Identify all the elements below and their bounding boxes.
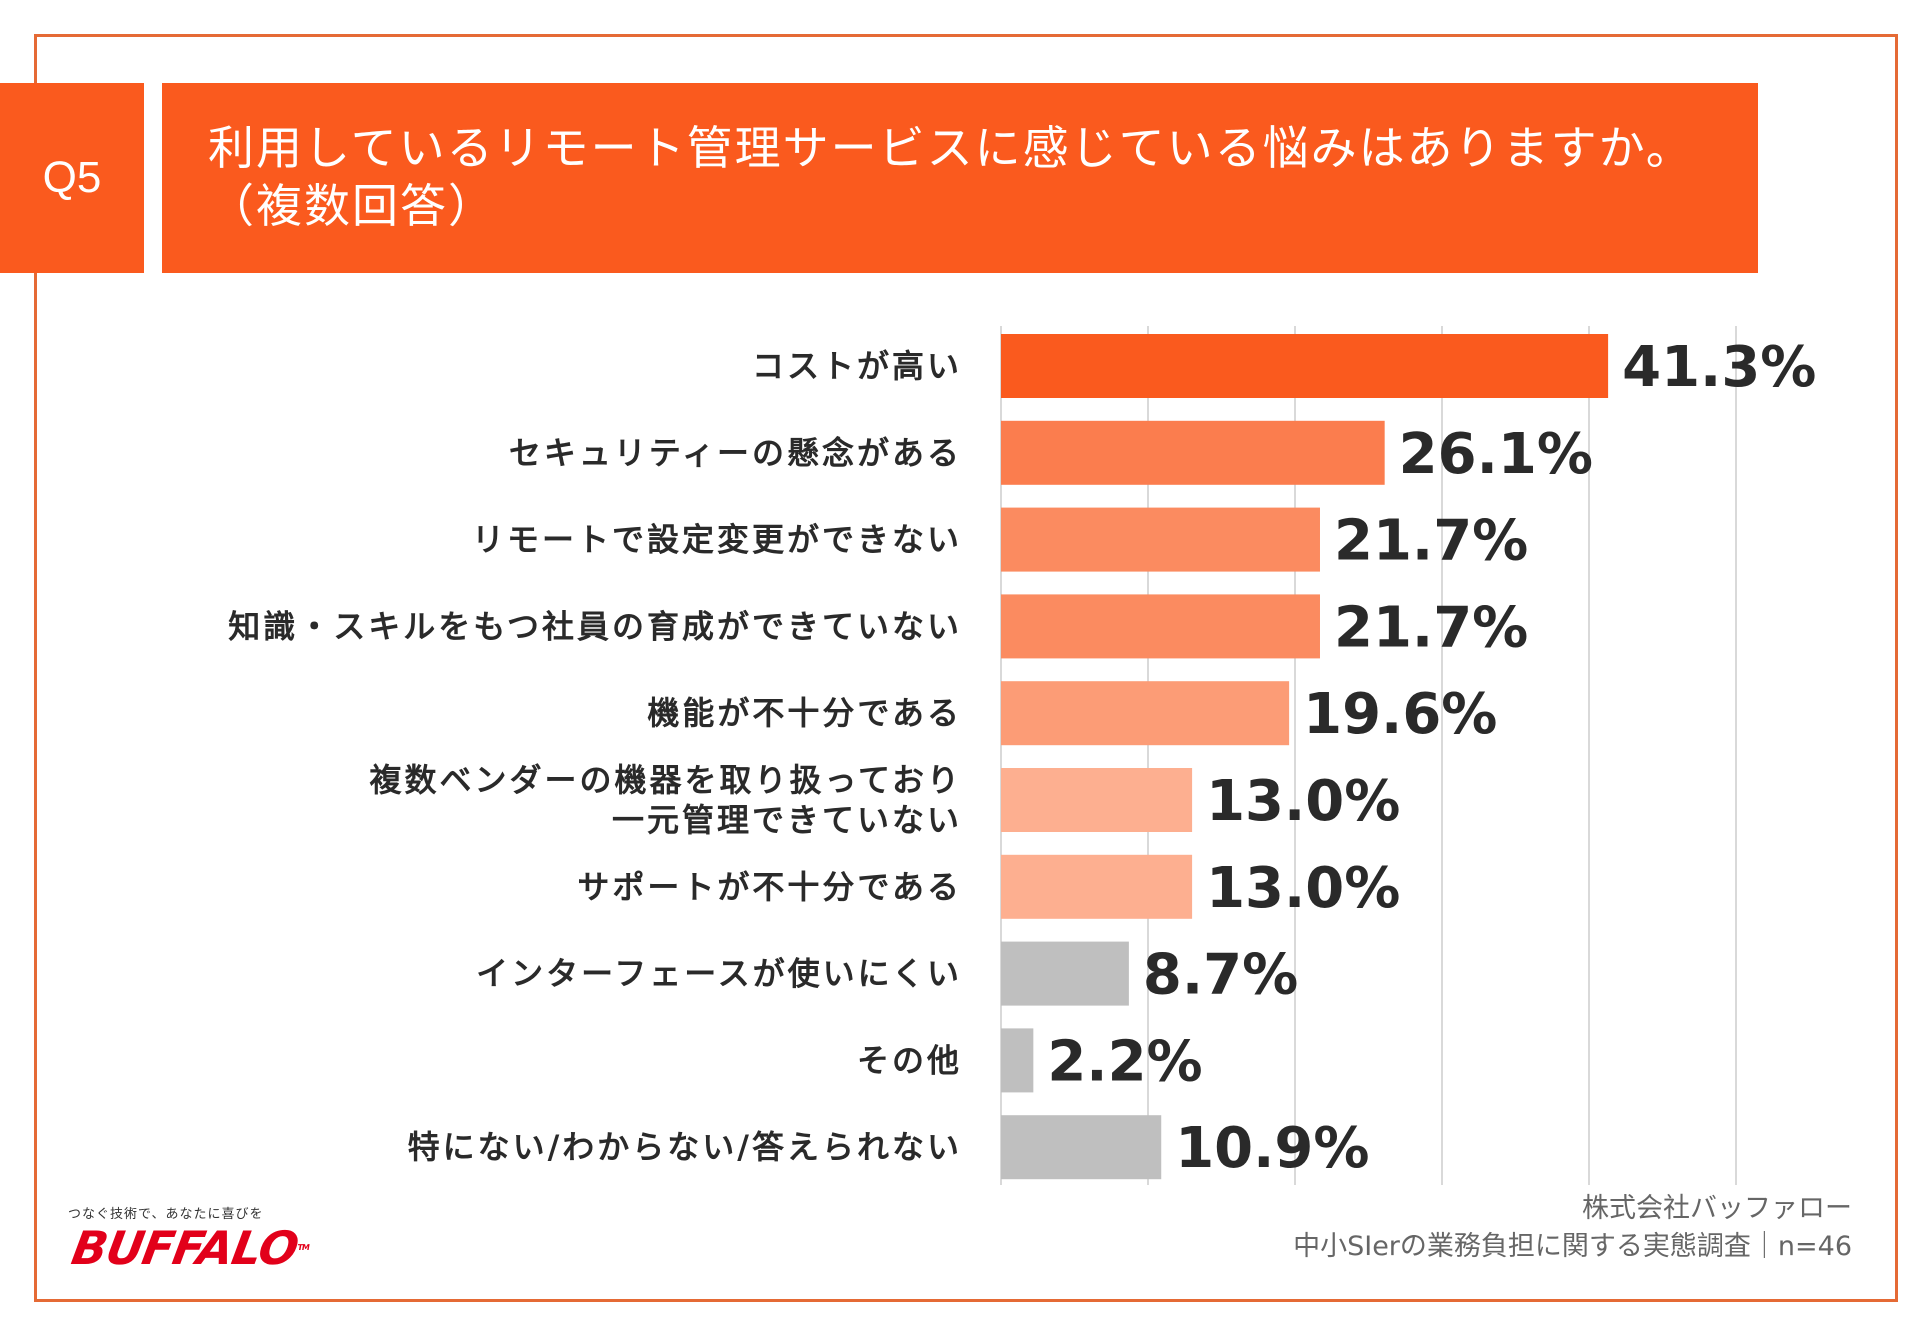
- source-survey: 中小SIerの業務負担に関する実態調査｜n=46: [1293, 1231, 1852, 1262]
- category-label-3: リモートで設定変更ができない: [472, 521, 962, 559]
- buffalo-logo: つなぐ技術で、あなたに喜びを BUFFALOTM: [68, 1203, 310, 1275]
- logo-tm: TM: [296, 1243, 310, 1252]
- bar-3: [1001, 507, 1320, 572]
- value-label-7: 13.0%: [1206, 856, 1400, 921]
- bar-8: [1001, 941, 1129, 1006]
- question-badge: Q5: [0, 83, 144, 273]
- bar-4: [1001, 594, 1320, 659]
- bar-9: [1001, 1028, 1034, 1093]
- category-label-7: サポートが不十分である: [577, 868, 962, 906]
- value-label-10: 10.9%: [1175, 1116, 1369, 1181]
- value-label-4: 21.7%: [1334, 595, 1528, 660]
- question-title-line2: （複数回答）: [208, 179, 496, 233]
- value-label-2: 26.1%: [1399, 422, 1593, 487]
- bar-7: [1001, 854, 1193, 919]
- bar-5: [1001, 681, 1290, 746]
- slide-frame: [34, 34, 1898, 1302]
- value-label-1: 41.3%: [1622, 335, 1816, 400]
- logo-tagline: つなぐ技術で、あなたに喜びを: [68, 1207, 264, 1222]
- question-title-line1: 利用しているリモート管理サービスに感じている悩みはありますか。: [208, 121, 1694, 175]
- logo-text: BUFFALO: [67, 1221, 303, 1275]
- question-title: 利用しているリモート管理サービスに感じている悩みはありますか。 （複数回答）: [162, 83, 1758, 273]
- bar-1: [1001, 334, 1609, 398]
- value-label-9: 2.2%: [1047, 1029, 1202, 1094]
- logo-wordmark: BUFFALOTM: [67, 1221, 317, 1275]
- bar-2: [1001, 420, 1385, 485]
- category-label-2: セキュリティーの懸念がある: [509, 434, 962, 472]
- category-label-8: インターフェースが使いにくい: [476, 955, 962, 993]
- source-note: 株式会社バッファロー 中小SIerの業務負担に関する実態調査｜n=46: [1293, 1190, 1852, 1266]
- category-label-6: 複数ベンダーの機器を取り扱っており一元管理できていない: [370, 761, 962, 839]
- category-label-5: 機能が不十分である: [647, 694, 962, 732]
- category-label-4: 知識・スキルをもつ社員の育成ができていない: [228, 607, 962, 645]
- value-label-6: 13.0%: [1206, 769, 1400, 834]
- value-label-3: 21.7%: [1334, 509, 1528, 574]
- category-label-10: 特にない/わからない/答えられない: [408, 1128, 962, 1166]
- category-label-1: コストが高い: [752, 347, 962, 385]
- bar-6: [1001, 768, 1193, 832]
- bar-10: [1001, 1115, 1162, 1180]
- source-company: 株式会社バッファロー: [1582, 1193, 1852, 1224]
- category-label-9: その他: [857, 1041, 962, 1079]
- value-label-5: 19.6%: [1303, 682, 1497, 747]
- value-label-8: 8.7%: [1143, 943, 1298, 1008]
